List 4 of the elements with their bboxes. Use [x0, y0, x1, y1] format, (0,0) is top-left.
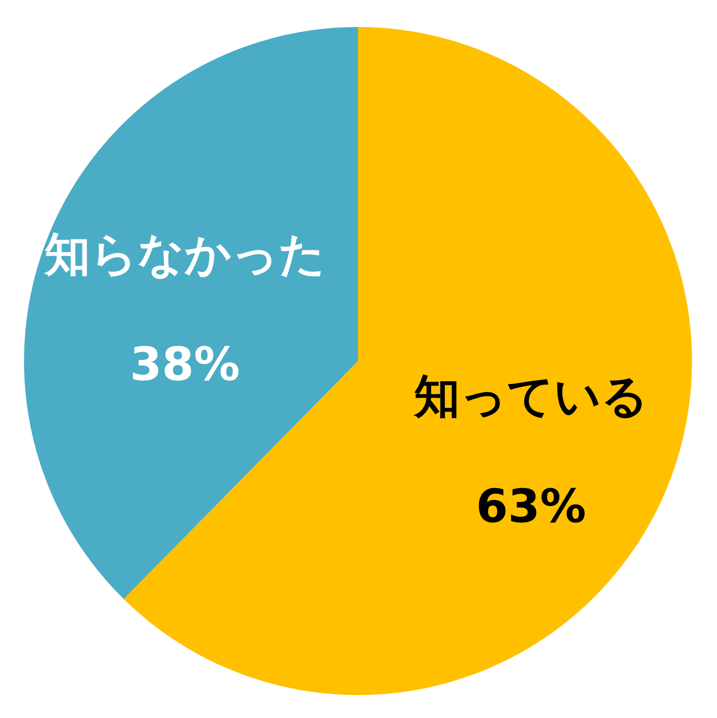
- data-label: 63%: [476, 478, 586, 533]
- slice-label: 知っている: [413, 368, 648, 423]
- data-label: 38%: [130, 337, 240, 392]
- slice-label: 知らなかった: [43, 227, 326, 282]
